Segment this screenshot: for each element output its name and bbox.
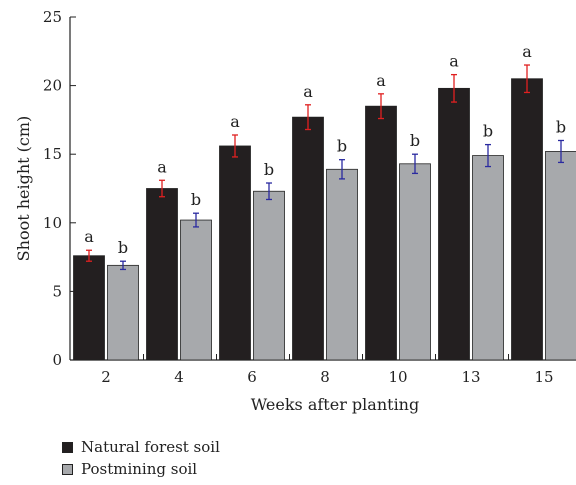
legend-item-series-0: Natural forest soil xyxy=(62,436,220,458)
significance-label-series-1-cat-5: b xyxy=(483,122,493,141)
y-tick-label-4: 20 xyxy=(43,77,62,95)
legend: Natural forest soil Postmining soil xyxy=(62,436,220,480)
significance-label-series-0-cat-1: a xyxy=(157,157,167,176)
y-axis-label: Shoot height (cm) xyxy=(14,116,33,262)
bar-series-1-cat-1 xyxy=(180,219,212,361)
legend-label-series-0: Natural forest soil xyxy=(81,438,220,456)
legend-swatch-series-0 xyxy=(62,441,73,453)
x-tick-label-5: 13 xyxy=(461,368,480,386)
significance-label-series-0-cat-6: a xyxy=(522,42,532,61)
bar-series-1-cat-4 xyxy=(399,163,431,361)
significance-label-series-1-cat-1: b xyxy=(191,190,201,209)
x-tick-label-2: 6 xyxy=(247,368,257,386)
significance-label-series-1-cat-3: b xyxy=(337,137,347,156)
bar-series-0-cat-5 xyxy=(438,87,470,361)
bar-series-0-cat-0 xyxy=(73,255,105,361)
significance-label-series-1-cat-4: b xyxy=(410,131,420,150)
bar-series-0-cat-6 xyxy=(511,78,543,361)
x-tick-label-1: 4 xyxy=(174,368,184,386)
significance-label-series-1-cat-2: b xyxy=(264,160,274,179)
x-tick-label-3: 8 xyxy=(320,368,330,386)
significance-label-series-0-cat-3: a xyxy=(303,82,313,101)
bar-series-1-cat-2 xyxy=(253,190,285,361)
bar-series-0-cat-3 xyxy=(292,116,324,361)
significance-label-series-0-cat-0: a xyxy=(84,227,94,246)
legend-swatch-series-1 xyxy=(62,463,73,475)
bar-series-0-cat-4 xyxy=(365,105,397,361)
y-tick-label-2: 10 xyxy=(43,214,62,232)
x-tick-label-0: 2 xyxy=(101,368,111,386)
bar-series-1-cat-3 xyxy=(326,168,358,361)
x-tick-label-6: 15 xyxy=(534,368,553,386)
x-tick-label-4: 10 xyxy=(388,368,407,386)
y-tick-label-3: 15 xyxy=(43,145,62,163)
legend-label-series-1: Postmining soil xyxy=(81,460,198,478)
y-tick-label-5: 25 xyxy=(43,8,62,26)
significance-label-series-0-cat-4: a xyxy=(376,71,386,90)
bar-series-1-cat-6 xyxy=(545,151,576,361)
legend-item-series-1: Postmining soil xyxy=(62,458,220,480)
significance-label-series-0-cat-5: a xyxy=(449,52,459,71)
y-tick-label-1: 5 xyxy=(52,282,62,300)
bar-series-0-cat-2 xyxy=(219,145,251,361)
x-axis-label: Weeks after planting xyxy=(251,395,419,414)
bar-series-1-cat-5 xyxy=(472,155,504,361)
bar-series-0-cat-1 xyxy=(146,188,178,361)
bar-series-1-cat-0 xyxy=(107,264,139,361)
y-tick-label-0: 0 xyxy=(52,351,62,369)
significance-label-series-0-cat-2: a xyxy=(230,112,240,131)
significance-label-series-1-cat-0: b xyxy=(118,238,128,257)
significance-label-series-1-cat-6: b xyxy=(556,117,566,136)
